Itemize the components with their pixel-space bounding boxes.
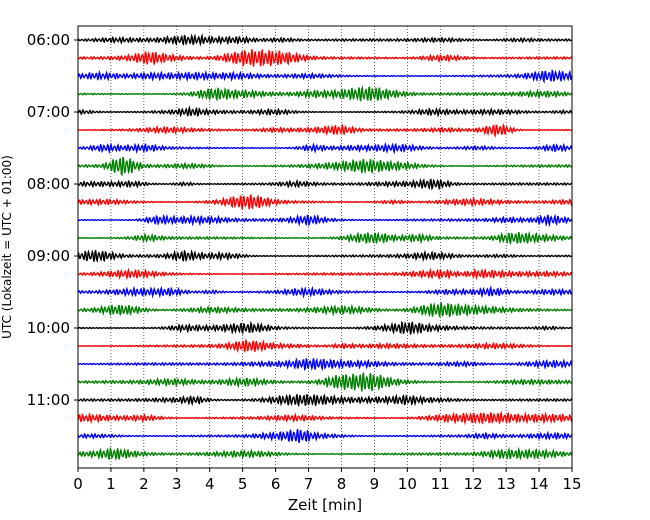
x-tick-label: 6 (271, 475, 281, 493)
trace-0730 (77, 141, 573, 155)
trace-0600 (77, 33, 573, 47)
trace-1015 (77, 338, 573, 354)
trace-0715 (77, 122, 573, 138)
trace-0800 (77, 177, 573, 191)
trace-0700 (77, 105, 573, 118)
trace-group (77, 33, 573, 461)
x-tick-label: 3 (172, 475, 182, 493)
y-tick-label: 06:00 (27, 31, 70, 49)
x-axis: 0 1 2 3 4 5 6 7 8 9 10 11 12 13 14 15 (73, 468, 582, 493)
trace-1115 (77, 410, 573, 426)
trace-1045 (77, 372, 573, 392)
x-tick-label: 4 (205, 475, 215, 493)
x-tick-label: 0 (73, 475, 83, 493)
trace-1145 (77, 446, 573, 461)
plot-frame (77, 25, 573, 469)
trace-0900 (77, 249, 573, 264)
trace-1000 (77, 320, 573, 335)
trace-0615 (77, 48, 573, 68)
trace-0915 (77, 267, 573, 281)
x-tick-label: 11 (431, 475, 450, 493)
x-tick-label: 2 (139, 475, 149, 493)
trace-1130 (77, 429, 573, 444)
x-axis-label: Zeit [min] (288, 496, 362, 514)
trace-0630 (77, 68, 573, 85)
y-tick-label: 08:00 (27, 175, 70, 193)
trace-1100 (77, 393, 573, 408)
trace-0930 (77, 285, 573, 299)
x-tick-label: 13 (497, 475, 516, 493)
x-tick-label: 14 (530, 475, 549, 493)
y-tick-label: 10:00 (27, 319, 70, 337)
x-tick-label: 15 (562, 475, 581, 493)
trace-0830 (77, 213, 573, 228)
x-tick-label: 12 (464, 475, 483, 493)
trace-0815 (77, 194, 573, 210)
x-tick-label: 5 (238, 475, 248, 493)
x-tick-label: 8 (337, 475, 347, 493)
y-tick-label: 07:00 (27, 103, 70, 121)
y-axis: 06:00 07:00 08:00 09:00 10:00 11:00 (27, 31, 78, 409)
trace-1030 (77, 357, 573, 372)
y-axis-label: UTC (Lokalzeit = UTC + 01:00) (0, 155, 14, 339)
x-tick-label: 7 (304, 475, 314, 493)
x-tick-label: 10 (398, 475, 417, 493)
x-tick-label: 9 (370, 475, 380, 493)
trace-0745 (77, 156, 573, 177)
trace-0645 (77, 85, 573, 102)
y-tick-label: 11:00 (27, 391, 70, 409)
trace-0945 (77, 301, 573, 318)
x-tick-label: 1 (106, 475, 116, 493)
trace-0845 (77, 230, 573, 246)
y-tick-label: 09:00 (27, 247, 70, 265)
